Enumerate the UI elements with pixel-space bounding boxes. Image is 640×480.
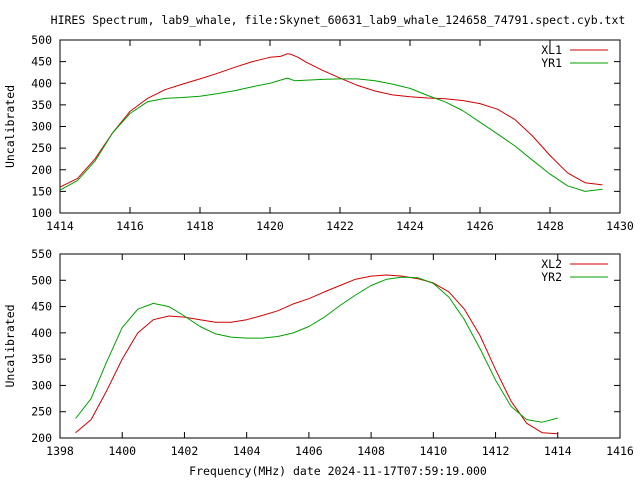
x-tick-label: 1414: [544, 444, 572, 458]
series-line-yr1: [59, 77, 603, 192]
x-tick-label: 1424: [396, 219, 424, 233]
y-tick-label: 150: [31, 184, 52, 198]
x-tick-label: 1414: [46, 219, 74, 233]
x-tick-label: 1422: [326, 219, 354, 233]
x-tick-label: 1408: [357, 444, 385, 458]
x-tick-label: 1416: [116, 219, 144, 233]
y-axis-label: Uncalibrated: [3, 85, 17, 168]
figure-title: HIRES Spectrum, lab9_whale, file:Skynet_…: [51, 13, 626, 27]
y-tick-label: 350: [31, 352, 52, 366]
x-tick-label: 1418: [186, 219, 214, 233]
y-tick-label: 500: [31, 33, 52, 47]
x-tick-label: 1420: [256, 219, 284, 233]
legend-label: YR2: [541, 270, 562, 284]
y-tick-label: 200: [31, 431, 52, 445]
legend-label: XL1: [541, 43, 562, 57]
x-tick-label: 1426: [466, 219, 494, 233]
x-tick-label: 1404: [233, 444, 261, 458]
plot-frame: [59, 253, 621, 439]
x-tick-label: 1416: [606, 444, 634, 458]
y-tick-label: 500: [31, 273, 52, 287]
x-tick-label: 1402: [171, 444, 199, 458]
x-tick-label: 1430: [606, 219, 634, 233]
y-tick-label: 400: [31, 326, 52, 340]
legend-label: YR1: [541, 56, 562, 70]
x-tick-label: 1412: [482, 444, 510, 458]
series-line-yr2: [75, 276, 558, 423]
upper-spectrum-plot: 1414 1416 1418 1420 1422 1424 1426 1428 1430 100 1…: [3, 33, 634, 233]
series-line-xl2: [75, 274, 558, 435]
plot-frame: [59, 39, 621, 214]
y-tick-label: 250: [31, 141, 52, 155]
y-tick-label: 100: [31, 206, 52, 220]
lower-spectrum-plot: 1398 1400 1402 1404 1406 1408 1410 1412 1414 1416…: [3, 247, 634, 458]
y-tick-label: 200: [31, 163, 52, 177]
y-tick-label: 450: [31, 55, 52, 69]
y-tick-label: 250: [31, 405, 52, 419]
y-tick-label: 300: [31, 378, 52, 392]
y-axis-label: Uncalibrated: [3, 304, 17, 387]
y-tick-label: 400: [31, 76, 52, 90]
y-tick-label: 450: [31, 300, 52, 314]
y-tick-label: 300: [31, 120, 52, 134]
x-tick-label: 1398: [46, 444, 74, 458]
x-tick-label: 1400: [108, 444, 136, 458]
series-line-xl1: [59, 53, 603, 188]
y-tick-label: 350: [31, 98, 52, 112]
x-tick-label: 1406: [295, 444, 323, 458]
legend-label: XL2: [541, 257, 562, 271]
x-tick-label: 1428: [536, 219, 564, 233]
x-axis-label: Frequency(MHz) date 2024-11-17T07:59:19.…: [189, 464, 487, 478]
y-tick-label: 550: [31, 247, 52, 261]
x-tick-label: 1410: [419, 444, 447, 458]
